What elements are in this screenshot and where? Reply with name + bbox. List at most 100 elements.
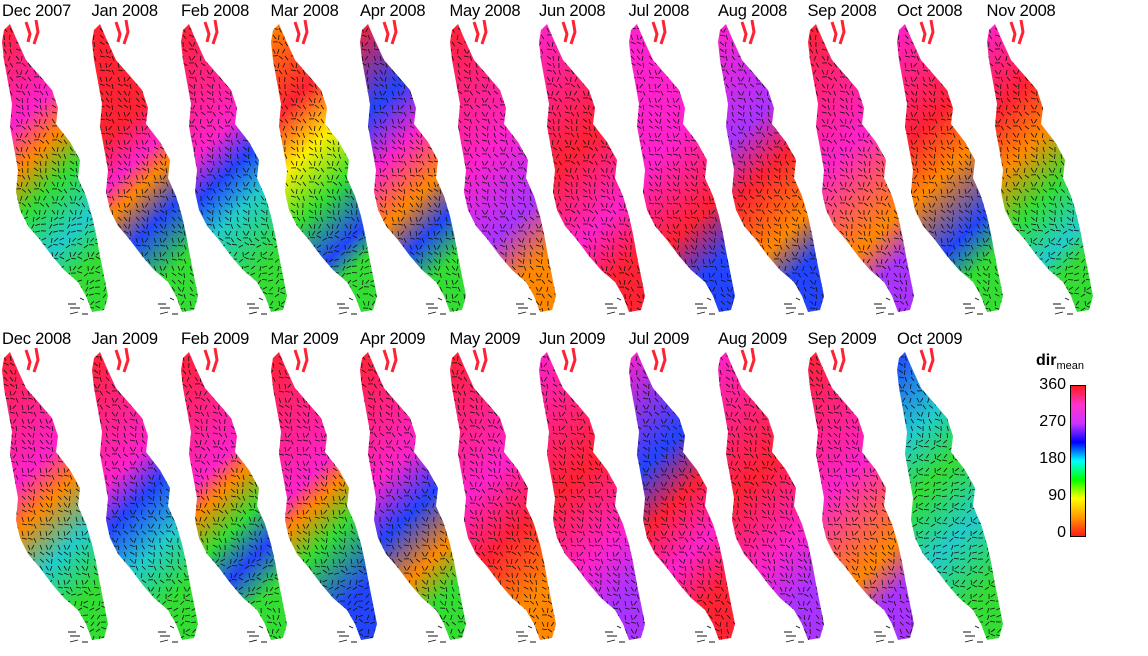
map-panel: May 2008: [448, 0, 556, 328]
outflow-vectors: [157, 297, 178, 315]
outflow-vectors: [515, 625, 536, 643]
basin-map: [181, 20, 287, 315]
outflow-vectors: [336, 297, 357, 315]
tributary-left: [1009, 21, 1017, 43]
basin-color-field: [628, 352, 735, 640]
panel-title: Apr 2008: [360, 2, 426, 20]
panel-title: Dec 2007: [2, 2, 72, 20]
outflow-vectors: [694, 297, 715, 315]
panel-title: Jun 2008: [539, 2, 606, 20]
tributary-left: [561, 349, 569, 371]
tributary-left: [919, 21, 927, 43]
panel-title: Jan 2008: [91, 2, 158, 20]
tributary-left: [472, 21, 480, 43]
tributary-left: [919, 349, 927, 371]
panel-row-1: Dec 2007 Jan 2008 Feb 2008 Mar 2008 Apr 2008…: [2, 0, 1093, 328]
outflow-vectors: [784, 297, 804, 315]
colorbar-title: dirmean: [1036, 352, 1084, 372]
map-panel: Aug 2008: [716, 0, 824, 328]
map-panel: Apr 2009: [358, 328, 466, 656]
outflow-vectors: [873, 297, 894, 315]
tributary-left: [382, 349, 390, 371]
map-panel: Sep 2008: [806, 0, 914, 328]
basin-map: [449, 20, 556, 315]
tributary-left: [114, 349, 122, 371]
tributary-right: [32, 348, 40, 373]
outflow-vectors: [963, 297, 983, 315]
tributary-left: [24, 349, 32, 371]
panel-title: Feb 2008: [181, 2, 250, 20]
basin-color-field: [181, 24, 287, 312]
basin-map: [539, 20, 645, 315]
panel-title: Nov 2008: [986, 2, 1056, 20]
tributary-right: [211, 20, 219, 45]
tributary-right: [659, 20, 667, 45]
map-panel: May 2009: [448, 328, 556, 656]
panel-title: Dec 2008: [2, 330, 72, 348]
panel-title: Jul 2008: [628, 2, 690, 20]
map-panel: Feb 2008: [179, 0, 287, 328]
tributary-left: [203, 21, 211, 43]
basin-map: [181, 348, 287, 643]
outflow-vectors: [336, 625, 357, 643]
panel-title: Sep 2008: [807, 2, 877, 20]
outflow-vectors: [247, 625, 267, 643]
outflow-vectors: [157, 625, 178, 643]
outflow-vectors: [426, 625, 446, 643]
map-panel: Aug 2009: [716, 328, 824, 656]
tributary-left: [472, 349, 480, 371]
tributary-left: [651, 349, 659, 371]
map-panel: Mar 2008: [269, 0, 377, 328]
basin-map: [807, 20, 914, 315]
basin-map: [718, 20, 824, 315]
basin-map: [539, 348, 645, 643]
tributary-left: [740, 21, 748, 43]
outflow-vectors: [515, 297, 536, 315]
basin-map: [91, 20, 198, 315]
basin-color-field: [91, 24, 198, 312]
basin-color-field: [270, 352, 377, 640]
tributary-right: [390, 348, 398, 373]
basin-color-field: [91, 352, 198, 640]
panel-title: Aug 2009: [718, 330, 788, 348]
map-panel: Jan 2009: [90, 328, 198, 656]
map-panel: Feb 2009: [179, 328, 287, 656]
tributary-right: [390, 20, 398, 45]
map-panel: Jun 2008: [537, 0, 645, 328]
basin-map: [897, 348, 1003, 643]
tributary-left: [830, 349, 838, 371]
basin-map: [628, 20, 735, 315]
panel-title: Sep 2009: [807, 330, 877, 348]
map-panel: Mar 2009: [269, 328, 377, 656]
basin-map: [360, 348, 466, 643]
colorbar-gradient: [1070, 385, 1086, 537]
outflow-vectors: [694, 625, 715, 643]
basin-map: [449, 348, 556, 643]
tributary-right: [838, 348, 846, 373]
colorbar-label: dir: [1036, 352, 1057, 369]
map-panel: Oct 2009: [895, 328, 1003, 656]
tributary-right: [569, 348, 577, 373]
tributary-right: [748, 20, 756, 45]
panel-title: Feb 2009: [181, 330, 250, 348]
tributary-left: [203, 349, 211, 371]
basin-color-field: [270, 24, 377, 312]
outflow-vectors: [68, 297, 88, 315]
outflow-vectors: [873, 625, 894, 643]
basin-color-field: [986, 24, 1093, 312]
tributary-left: [651, 21, 659, 43]
basin-map: [270, 348, 377, 643]
basin-color-field: [539, 24, 645, 312]
panel-title: Apr 2009: [360, 330, 426, 348]
basin-color-field: [807, 352, 914, 640]
outflow-vectors: [605, 297, 625, 315]
colorbar-tick-90: 90: [1048, 487, 1066, 504]
map-panel: Oct 2008: [895, 0, 1003, 328]
tributary-right: [211, 348, 219, 373]
panel-row-2: Dec 2008 Jan 2009 Feb 2009 Mar 2009 Apr 2009…: [0, 328, 1148, 656]
map-panel: Jul 2008: [627, 0, 735, 328]
tributary-left: [830, 21, 838, 43]
basin-color-field: [539, 352, 645, 640]
tributary-right: [301, 20, 309, 45]
basin-color-field: [449, 352, 556, 640]
